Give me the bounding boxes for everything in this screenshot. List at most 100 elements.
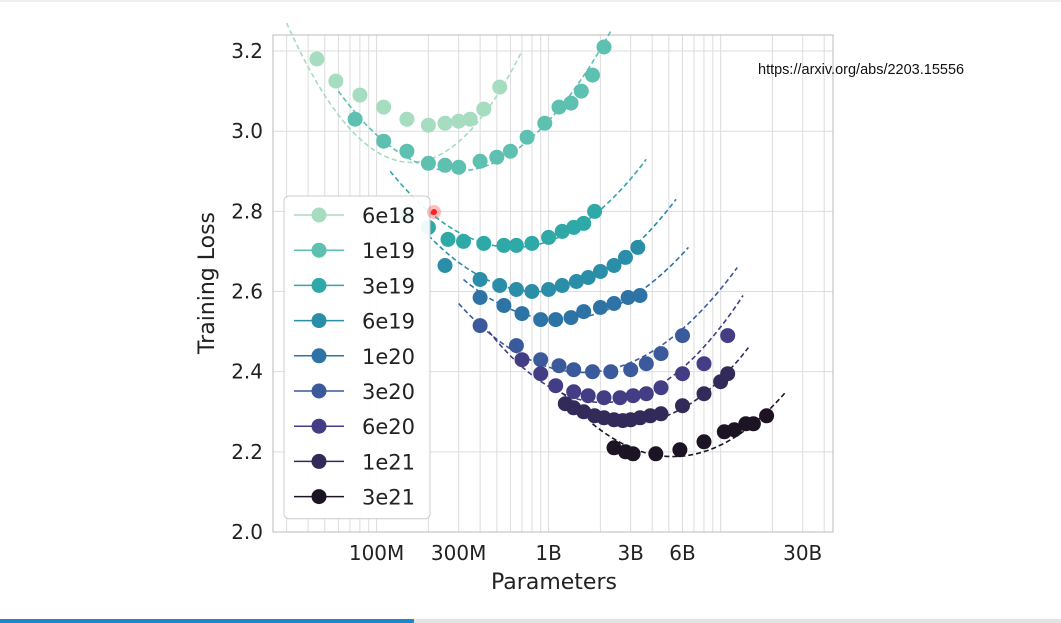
data-point-6e18 <box>437 115 453 131</box>
data-point-6e20 <box>548 378 564 394</box>
data-point-3e19 <box>476 235 492 251</box>
data-point-1e19 <box>399 143 415 159</box>
data-point-6e20 <box>653 380 669 396</box>
legend-label: 1e21 <box>362 450 415 474</box>
plot-frame <box>272 34 834 533</box>
data-points <box>309 39 775 462</box>
data-point-6e19 <box>508 282 524 297</box>
data-point-1e19 <box>551 99 567 115</box>
data-point-6e18 <box>352 87 368 103</box>
top-border <box>0 0 1061 2</box>
data-point-6e19 <box>592 264 608 279</box>
data-point-6e20 <box>720 328 736 344</box>
data-point-3e21 <box>625 446 641 462</box>
x-tick-label: 100M <box>349 541 404 565</box>
data-point-6e20 <box>696 356 712 372</box>
data-point-3e21 <box>745 416 761 432</box>
data-point-1e19 <box>596 39 612 55</box>
data-point-1e19 <box>347 111 363 127</box>
legend: 6e18 1e19 3e19 6e19 1e20 3e20 6e20 1e21 3e21 <box>283 195 431 520</box>
y-tick-label: 2.6 <box>231 280 263 304</box>
data-point-6e20 <box>580 388 596 404</box>
legend-label: 6e19 <box>362 310 415 334</box>
data-point-3e21 <box>726 422 742 438</box>
data-point-1e19 <box>472 153 488 169</box>
data-point-3e21 <box>672 442 688 458</box>
data-point-1e20 <box>548 312 564 328</box>
legend-marker <box>311 453 327 469</box>
data-point-3e21 <box>648 446 664 462</box>
data-point-6e18 <box>420 117 436 133</box>
data-point-6e19 <box>580 270 596 285</box>
data-point-3e20 <box>472 318 488 334</box>
cursor-dot <box>431 209 437 215</box>
data-point-6e18 <box>399 111 415 127</box>
data-point-6e20 <box>566 384 582 400</box>
data-point-3e19 <box>576 215 592 231</box>
legend-marker <box>311 207 327 223</box>
data-point-1e21 <box>675 398 690 414</box>
data-point-3e19 <box>440 231 456 247</box>
data-point-3e20 <box>623 362 639 378</box>
data-point-3e20 <box>585 364 600 380</box>
data-point-1e21 <box>696 386 712 402</box>
legend-label: 6e20 <box>362 415 415 439</box>
legend-marker <box>311 418 327 434</box>
data-point-6e19 <box>554 278 570 293</box>
data-point-6e20 <box>612 390 628 406</box>
data-point-6e20 <box>675 366 690 382</box>
data-point-3e19 <box>541 229 557 245</box>
x-tick-label: 6B <box>669 541 695 565</box>
legend-label: 6e18 <box>362 204 415 228</box>
data-point-6e20 <box>638 386 654 402</box>
video-progress-bar[interactable] <box>0 619 1061 623</box>
data-point-6e18 <box>376 99 392 115</box>
legend-marker <box>311 242 327 258</box>
data-point-3e21 <box>759 408 775 424</box>
data-point-3e20 <box>566 362 582 378</box>
data-point-1e21 <box>720 366 736 382</box>
data-point-3e21 <box>606 440 622 456</box>
data-point-6e18 <box>328 73 344 89</box>
fit-curve-6e20 <box>488 295 744 404</box>
x-axis-label: Parameters <box>491 570 617 595</box>
legend-label: 3e20 <box>362 380 415 404</box>
data-point-3e20 <box>675 328 690 344</box>
x-tick-label: 1B <box>535 541 561 565</box>
legend-marker <box>311 277 327 293</box>
data-point-3e20 <box>603 364 619 380</box>
data-point-1e19 <box>376 133 392 149</box>
data-point-6e19 <box>541 282 557 297</box>
data-point-3e20 <box>551 358 567 374</box>
data-point-6e19 <box>630 239 646 255</box>
data-point-6e20 <box>596 390 612 406</box>
y-tick-label: 2.4 <box>231 360 263 384</box>
data-point-6e19 <box>472 272 488 287</box>
x-tick-labels: 100M 300M 1B 3B 6B 30B <box>349 541 822 565</box>
data-point-6e19 <box>568 274 584 289</box>
data-point-1e19 <box>451 159 467 175</box>
data-point-3e19 <box>456 233 471 249</box>
data-point-1e20 <box>563 310 579 326</box>
y-tick-label: 3.0 <box>231 119 263 143</box>
legend-label: 3e19 <box>362 274 415 298</box>
y-tick-label: 3.2 <box>231 39 263 63</box>
source-url[interactable]: https://arxiv.org/abs/2203.15556 <box>758 62 965 78</box>
data-point-3e19 <box>524 235 540 251</box>
data-point-1e19 <box>502 143 518 159</box>
y-axis-label: Training Loss <box>195 212 220 355</box>
data-point-1e20 <box>576 304 592 320</box>
data-point-1e20 <box>620 290 636 305</box>
fit-curve-6e18 <box>285 22 523 164</box>
data-point-6e19 <box>437 258 453 273</box>
data-point-6e18 <box>492 79 508 95</box>
y-tick-label: 2.2 <box>231 440 263 464</box>
data-point-3e19 <box>587 203 603 219</box>
data-point-1e19 <box>585 67 600 83</box>
data-point-6e19 <box>524 284 540 299</box>
data-point-1e19 <box>573 83 589 99</box>
legend-marker <box>311 383 327 399</box>
legend-marker <box>311 489 327 505</box>
data-point-6e20 <box>533 366 549 382</box>
